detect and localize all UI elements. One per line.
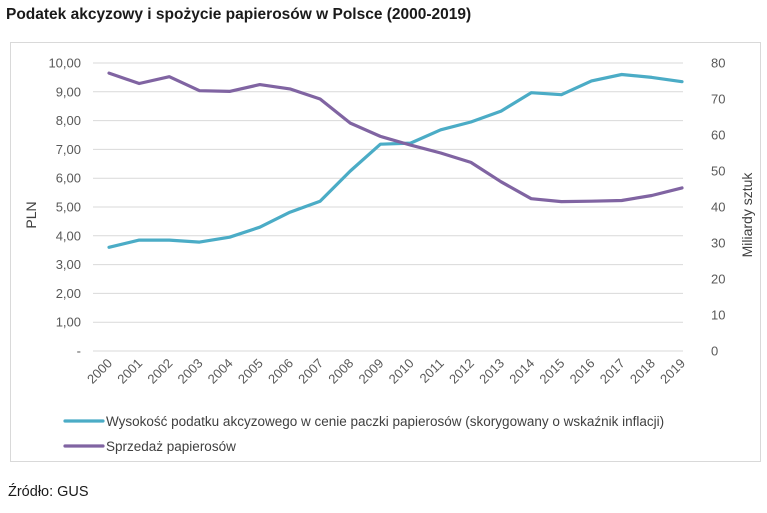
left-tick-label: 1,00	[56, 315, 81, 330]
x-tick-label: 2008	[325, 356, 356, 387]
right-tick-label: 40	[711, 200, 725, 215]
x-tick-label: 2016	[567, 356, 598, 387]
right-tick-label: 60	[711, 128, 725, 143]
legend-label: Sprzedaż papierosów	[106, 439, 236, 454]
x-tick-label: 2005	[235, 356, 266, 387]
left-tick-label: 8,00	[56, 113, 81, 128]
right-tick-label: 20	[711, 272, 725, 287]
left-tick-label: 10,00	[48, 56, 81, 71]
gridlines	[93, 62, 683, 352]
right-tick-label: 10	[711, 308, 725, 323]
right-tick-label: 70	[711, 92, 725, 107]
x-tick-label: 2001	[114, 356, 145, 387]
x-tick-label: 2011	[416, 356, 446, 386]
x-tick-label: 2018	[627, 356, 658, 387]
right-axis-label: Miliardy sztuk	[739, 172, 755, 258]
right-tick-label: 50	[711, 164, 725, 179]
x-tick-label: 2013	[476, 356, 507, 387]
legend-label: Wysokość podatku akcyzowego w cenie pacz…	[106, 414, 664, 429]
x-tick-label: 2012	[446, 356, 477, 387]
left-tick-label: 7,00	[56, 142, 81, 157]
x-tick-label: 2015	[536, 356, 567, 387]
x-tick-label: 2004	[205, 356, 236, 387]
left-tick-label: 2,00	[56, 286, 81, 301]
right-tick-label: 80	[711, 56, 725, 71]
chart-frame	[10, 42, 761, 462]
x-tick-label: 2000	[84, 356, 115, 387]
left-tick-label: 4,00	[56, 228, 81, 243]
x-tick-label: 2002	[144, 356, 175, 387]
left-tick-label: 9,00	[56, 84, 81, 99]
series-line	[107, 71, 684, 204]
left-tick-label: 6,00	[56, 171, 81, 186]
x-tick-label: 2007	[295, 356, 326, 387]
x-tick-label: 2009	[355, 356, 386, 387]
left-tick-label: 5,00	[56, 200, 81, 215]
x-tick-label: 2019	[657, 356, 688, 387]
left-axis-label: PLN	[23, 201, 39, 228]
right-axis-ticks: 0 10 20 30 40 50 60 70 80	[711, 56, 725, 359]
legend: Wysokość podatku akcyzowego w cenie pacz…	[63, 414, 664, 454]
left-tick-label: 3,00	[56, 257, 81, 272]
right-tick-label: 0	[711, 344, 718, 359]
x-tick-label: 2014	[506, 356, 537, 387]
right-tick-label: 30	[711, 236, 725, 251]
series-lines	[107, 71, 684, 249]
series-line	[107, 72, 684, 249]
left-tick-label: -	[77, 344, 81, 359]
left-axis-ticks: - 1,00 2,00 3,00 4,00 5,00 6,00 7,00 8,00 9,00 10,…	[48, 56, 81, 359]
chart-title: Podatek akcyzowy i spożycie papierosów w…	[6, 6, 472, 23]
x-tick-label: 2003	[175, 356, 206, 387]
x-axis-ticks: 2000 2001 2002 2003 2004 2005 2006 2007 2008 2009…	[84, 356, 688, 387]
source-note: Źródło: GUS	[8, 484, 89, 500]
x-tick-label: 2006	[265, 356, 296, 387]
x-tick-label: 2017	[597, 356, 628, 387]
x-tick-label: 2010	[386, 356, 417, 387]
